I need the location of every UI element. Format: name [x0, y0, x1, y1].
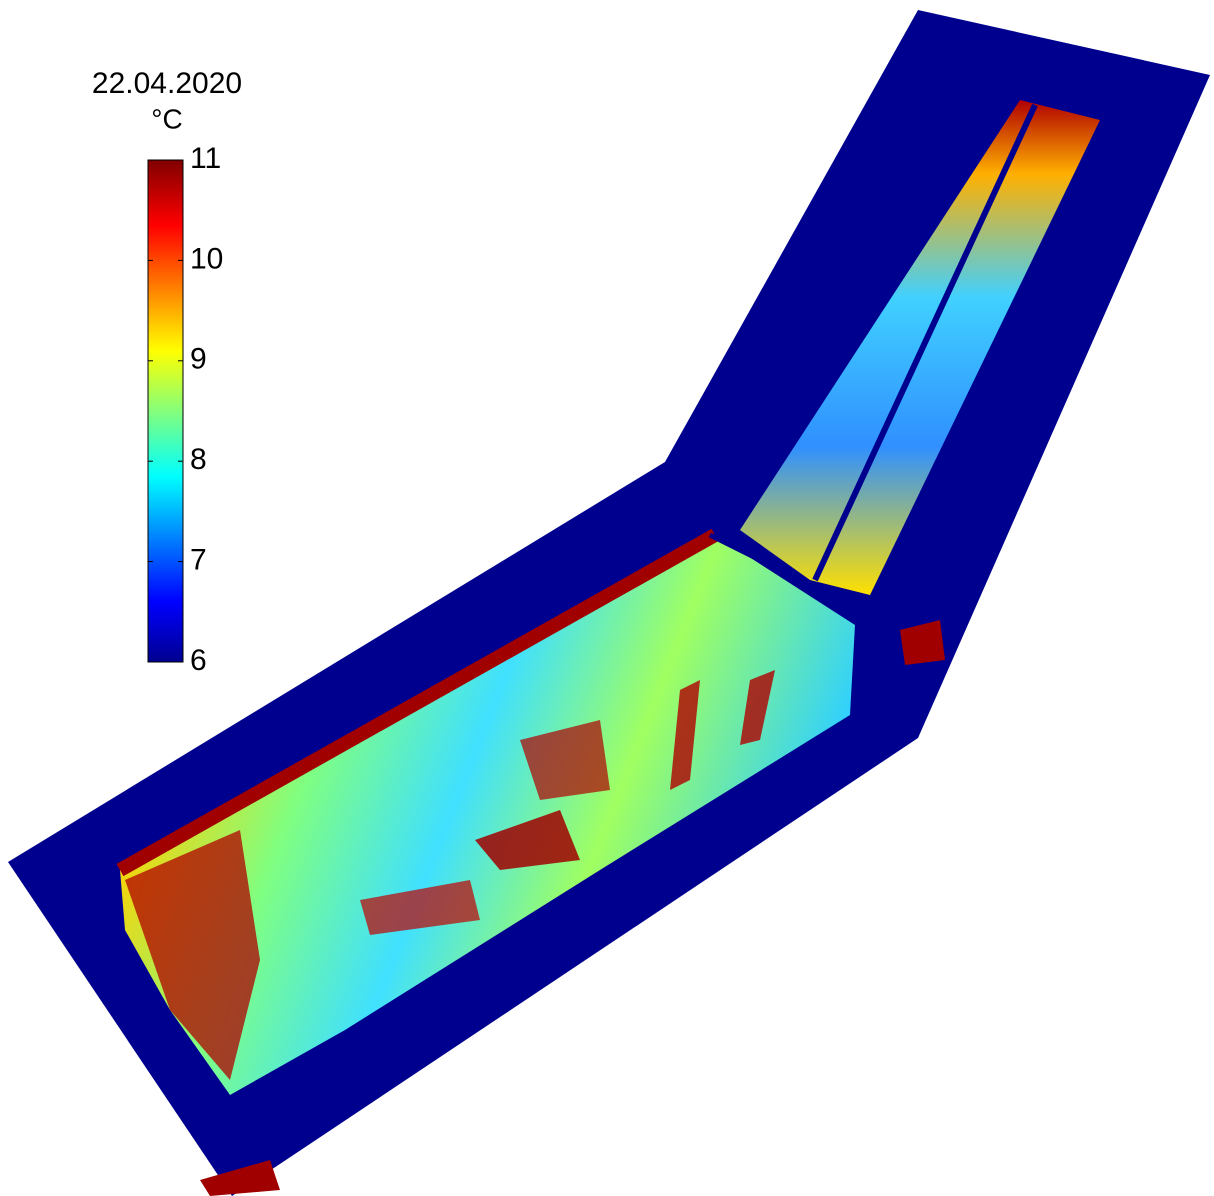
colorbar-tick-label: 11	[190, 142, 221, 175]
colorbar-tick-label: 9	[190, 343, 207, 376]
colorbar-tick-label: 6	[190, 644, 207, 677]
colorbar-tick-label: 7	[190, 544, 207, 577]
page: {"map": {"title": "22.04.2020", "unit": …	[0, 0, 1214, 1196]
colorbar-unit: °C	[151, 103, 182, 134]
colorbar-tick-label: 8	[190, 443, 207, 476]
colorbar	[148, 160, 183, 662]
colorbar-tick-label: 10	[190, 242, 223, 275]
map-date: 22.04.2020	[92, 67, 242, 100]
thermal-map: 22.04.2020 °C 6 7 8 9 10 11	[0, 0, 1214, 1196]
